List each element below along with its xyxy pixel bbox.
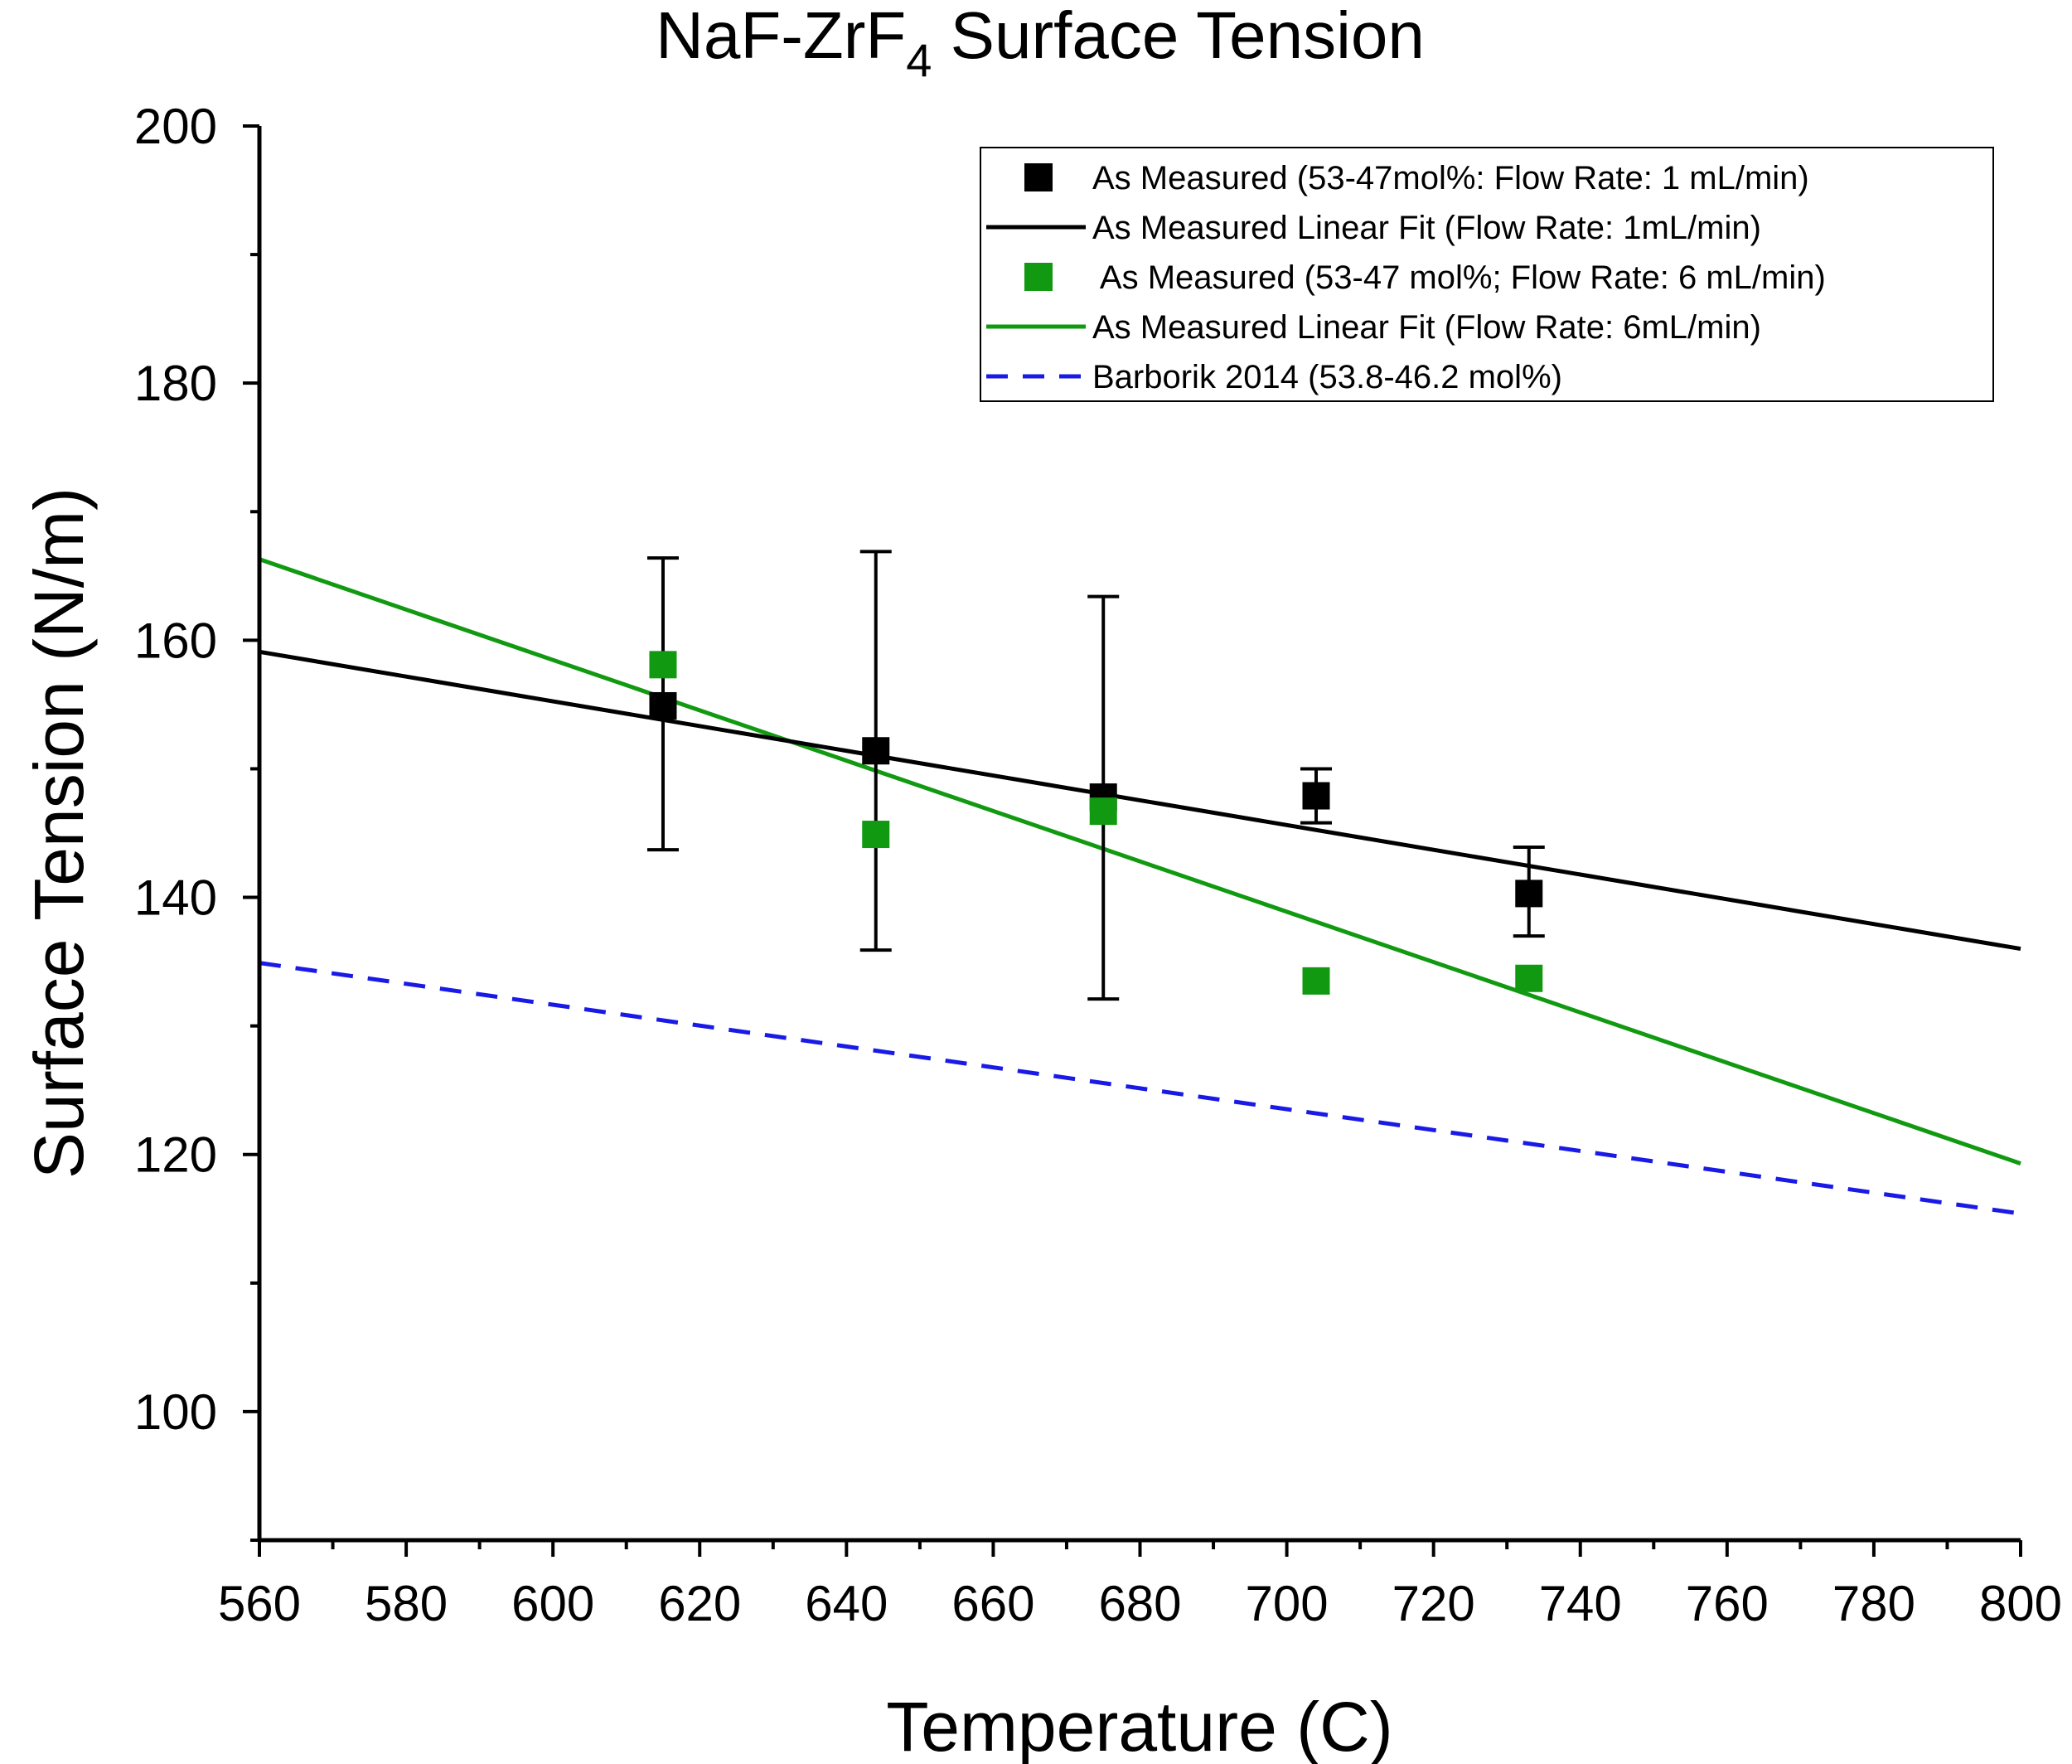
series-0 bbox=[646, 550, 1545, 1001]
x-tick-label: 700 bbox=[1246, 1576, 1329, 1631]
legend-label: As Measured (53-47mol%: Flow Rate: 1 mL/… bbox=[1092, 160, 1809, 196]
x-tick-label: 800 bbox=[1979, 1576, 2062, 1631]
plot-area bbox=[259, 550, 2021, 1216]
fit-line bbox=[259, 557, 2021, 1166]
legend-label: Barborik 2014 (53.8-46.2 mol%) bbox=[1092, 359, 1562, 395]
x-tick-label: 740 bbox=[1539, 1576, 1622, 1631]
x-tick-label: 640 bbox=[805, 1576, 888, 1631]
x-tick-label: 560 bbox=[218, 1576, 301, 1631]
x-axis-title: Temperature (C) bbox=[886, 1688, 1393, 1764]
legend-box bbox=[980, 147, 1994, 402]
y-tick-label: 140 bbox=[134, 870, 217, 926]
fit-line bbox=[259, 649, 2021, 952]
x-tick-label: 720 bbox=[1392, 1576, 1475, 1631]
reference-line bbox=[259, 961, 2021, 1216]
series-1 bbox=[259, 649, 2021, 952]
y-tick-label: 120 bbox=[134, 1127, 217, 1183]
x-tick-label: 760 bbox=[1686, 1576, 1769, 1631]
data-point bbox=[1302, 782, 1330, 810]
series-3 bbox=[259, 557, 2021, 1166]
legend: As Measured (53-47mol%: Flow Rate: 1 mL/… bbox=[980, 147, 1994, 402]
legend-label: As Measured (53-47 mol%; Flow Rate: 6 mL… bbox=[1092, 259, 1826, 296]
legend-label: As Measured Linear Fit (Flow Rate: 6mL/m… bbox=[1092, 309, 1761, 346]
legend-marker bbox=[1024, 263, 1053, 291]
x-tick-label: 660 bbox=[951, 1576, 1034, 1631]
data-point bbox=[649, 651, 677, 679]
y-tick-label: 200 bbox=[134, 99, 217, 154]
series-2 bbox=[649, 651, 1543, 995]
legend-label: As Measured Linear Fit (Flow Rate: 1mL/m… bbox=[1092, 210, 1761, 246]
series-4 bbox=[259, 961, 2021, 1216]
data-point bbox=[1515, 880, 1543, 908]
x-tick-label: 680 bbox=[1098, 1576, 1181, 1631]
y-tick-label: 180 bbox=[134, 356, 217, 411]
chart-title-suffix: Surface Tension bbox=[932, 0, 1424, 72]
x-tick-label: 780 bbox=[1832, 1576, 1915, 1631]
x-tick-label: 600 bbox=[511, 1576, 594, 1631]
data-point bbox=[1302, 967, 1330, 995]
data-point bbox=[649, 691, 677, 720]
data-point bbox=[1515, 964, 1543, 992]
x-tick-label: 620 bbox=[658, 1576, 741, 1631]
data-point bbox=[862, 821, 890, 849]
axis-ticks: 560 580 600 620 640 660 680 700 720 740 760 780 800 1… bbox=[134, 99, 2062, 1631]
chart-title-subscript: 4 bbox=[906, 34, 932, 86]
data-point bbox=[1089, 797, 1117, 826]
y-tick-label: 160 bbox=[134, 613, 217, 668]
x-tick-label: 580 bbox=[365, 1576, 448, 1631]
data-point bbox=[862, 737, 890, 765]
chart-title: NaF-ZrF4 Surface Tension bbox=[656, 0, 1425, 86]
chart-title-main: NaF-ZrF bbox=[656, 0, 906, 72]
y-axis-title: Surface Tension (N/m) bbox=[20, 487, 98, 1179]
legend-marker bbox=[1024, 163, 1053, 191]
y-tick-label: 100 bbox=[134, 1384, 217, 1440]
